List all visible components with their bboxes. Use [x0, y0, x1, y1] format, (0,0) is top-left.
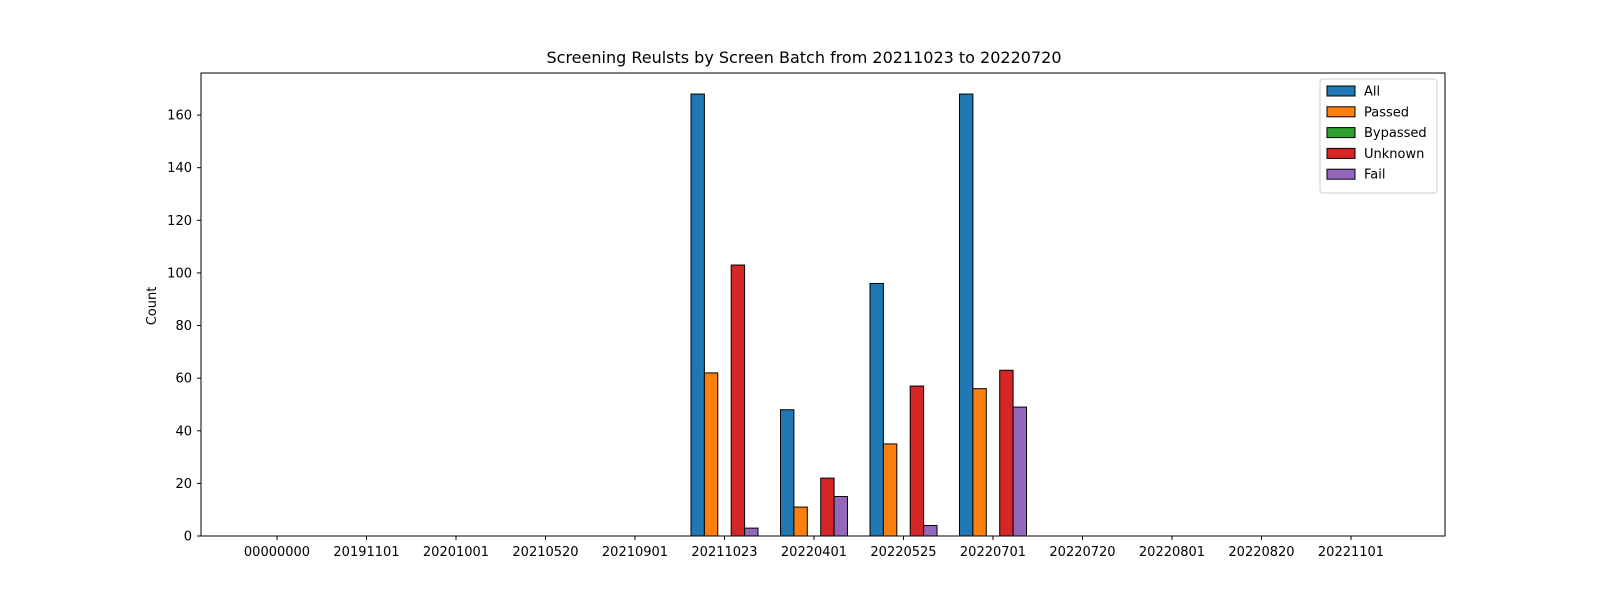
bar-fail-20220401: [833, 496, 848, 537]
x-tick-label: 20220720: [1049, 545, 1115, 560]
bar-unknown-20220525: [909, 385, 925, 537]
bar-all-20220401: [780, 409, 795, 537]
bar-fail-20220525: [923, 524, 938, 537]
y-tick-label: 60: [175, 372, 192, 387]
legend: All Passed Bypassed Unknown Fail: [1319, 78, 1438, 194]
x-tick-label: 20220525: [870, 545, 936, 560]
x-tick-label: 20191101: [333, 545, 399, 560]
legend-swatch-fail: [1326, 168, 1356, 180]
bar-all-20220525: [869, 282, 884, 537]
plot-frame: [200, 72, 1446, 537]
x-axis: 00000000 20191101 20201001 20210520 20210901…: [244, 536, 1384, 560]
y-tick-label: 120: [167, 214, 192, 229]
x-tick-label: 20220801: [1139, 545, 1205, 560]
y-tick-label: 0: [184, 530, 192, 545]
y-tick-label: 140: [167, 161, 192, 176]
bar-fail-20220701: [1012, 406, 1027, 537]
bar-unknown-20220401: [820, 477, 835, 537]
y-tick-label: 20: [175, 477, 192, 492]
bars-layer: [690, 93, 1027, 537]
legend-label: Unknown: [1364, 147, 1424, 162]
bar-unknown-20211023: [730, 264, 746, 537]
legend-label: Bypassed: [1364, 126, 1427, 141]
legend-label: Passed: [1364, 105, 1409, 120]
bar-passed-20220401: [793, 506, 808, 537]
y-tick-label: 40: [175, 424, 192, 439]
legend-swatch-passed: [1326, 106, 1356, 118]
x-tick-label: 20211023: [691, 545, 757, 560]
y-tick-label: 160: [167, 109, 192, 124]
bar-all-20220701: [959, 93, 974, 537]
x-tick-label: 00000000: [244, 545, 310, 560]
bar-all-20211023: [690, 93, 705, 537]
y-tick-label: 80: [175, 319, 192, 334]
bar-passed-20220701: [972, 388, 987, 537]
bar-fail-20211023: [744, 527, 759, 537]
y-axis-label: Count: [145, 287, 160, 326]
x-tick-label: 20201001: [423, 545, 489, 560]
legend-swatch-unknown: [1326, 147, 1356, 159]
x-tick-label: 20210901: [602, 545, 668, 560]
x-tick-label: 20210520: [512, 545, 578, 560]
legend-label: All: [1364, 85, 1380, 100]
legend-swatch-bypassed: [1326, 127, 1356, 139]
x-tick-label: 20221101: [1318, 545, 1384, 560]
y-tick-label: 100: [167, 266, 192, 281]
bar-passed-20211023: [703, 372, 719, 537]
bar-passed-20220525: [882, 443, 898, 537]
legend-label: Fail: [1364, 168, 1385, 183]
legend-swatch-all: [1326, 85, 1356, 97]
x-tick-label: 20220701: [960, 545, 1026, 560]
x-tick-label: 20220820: [1228, 545, 1294, 560]
chart-title: Screening Reulsts by Screen Batch from 2…: [546, 48, 1061, 67]
bar-unknown-20220701: [999, 369, 1014, 537]
y-axis: 0 20 40 60 80 100 120 140 160: [167, 109, 201, 545]
x-tick-label: 20220401: [781, 545, 847, 560]
